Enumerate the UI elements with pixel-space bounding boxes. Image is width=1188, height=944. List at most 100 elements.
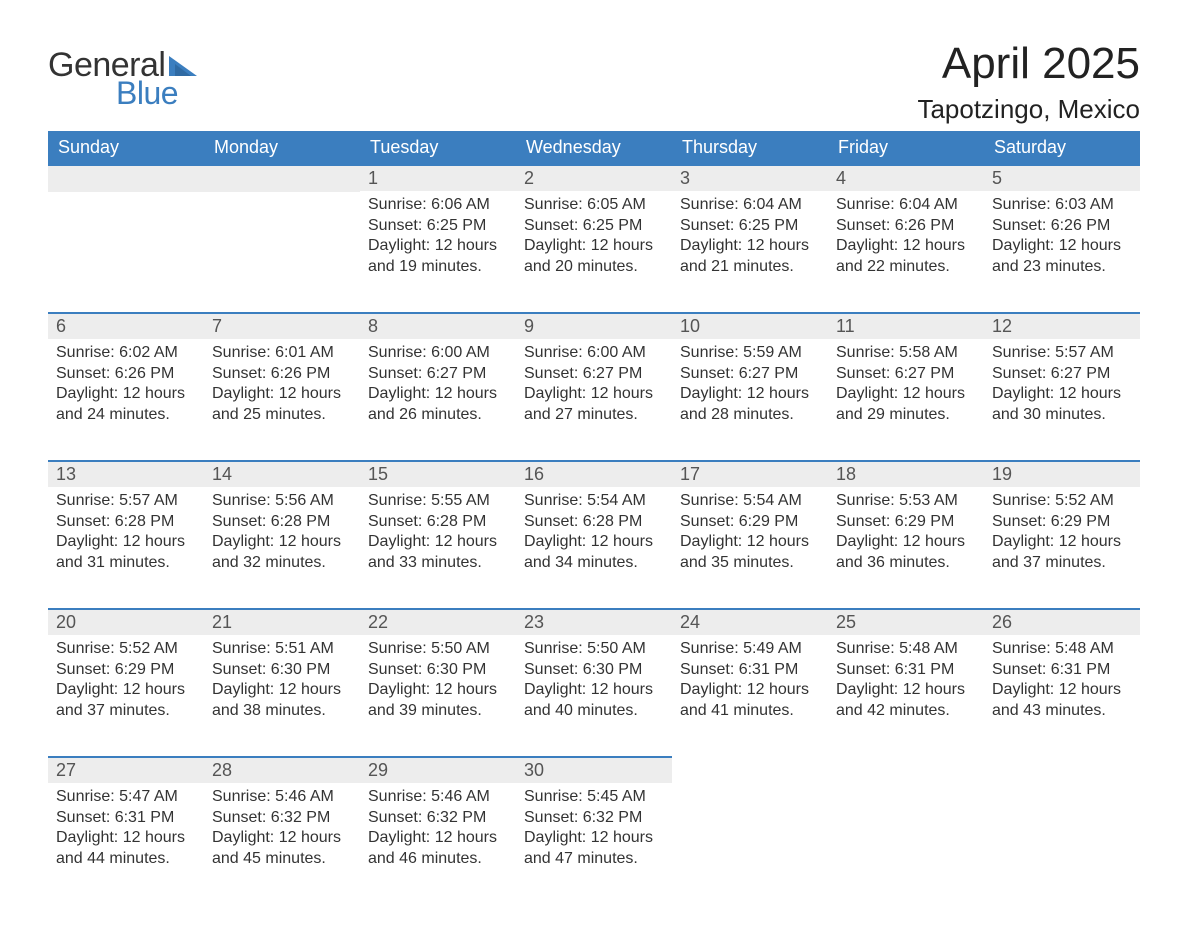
sunset-line: Sunset: 6:28 PM (368, 512, 508, 532)
day-number: 10 (672, 312, 828, 339)
sunrise-line: Sunrise: 5:47 AM (56, 787, 196, 807)
sunset-line: Sunset: 6:26 PM (56, 364, 196, 384)
sunrise-line: Sunrise: 6:00 AM (524, 343, 664, 363)
empty-day-bar (204, 164, 360, 192)
calendar-day-cell: 29Sunrise: 5:46 AMSunset: 6:32 PMDayligh… (360, 756, 516, 904)
day-details: Sunrise: 5:50 AMSunset: 6:30 PMDaylight:… (516, 635, 672, 729)
calendar-day-cell: 15Sunrise: 5:55 AMSunset: 6:28 PMDayligh… (360, 460, 516, 608)
day-details: Sunrise: 5:48 AMSunset: 6:31 PMDaylight:… (984, 635, 1140, 729)
sunset-line: Sunset: 6:25 PM (524, 216, 664, 236)
calendar-day-cell: 17Sunrise: 5:54 AMSunset: 6:29 PMDayligh… (672, 460, 828, 608)
day-details: Sunrise: 5:56 AMSunset: 6:28 PMDaylight:… (204, 487, 360, 581)
day-details: Sunrise: 5:46 AMSunset: 6:32 PMDaylight:… (360, 783, 516, 877)
sunrise-line: Sunrise: 6:01 AM (212, 343, 352, 363)
calendar-day-cell: 30Sunrise: 5:45 AMSunset: 6:32 PMDayligh… (516, 756, 672, 904)
month-title: April 2025 (917, 40, 1140, 88)
day-details: Sunrise: 6:05 AMSunset: 6:25 PMDaylight:… (516, 191, 672, 285)
dayname-tuesday: Tuesday (360, 131, 516, 164)
calendar-day-cell: 10Sunrise: 5:59 AMSunset: 6:27 PMDayligh… (672, 312, 828, 460)
calendar-day-cell: 1Sunrise: 6:06 AMSunset: 6:25 PMDaylight… (360, 164, 516, 312)
day-number: 23 (516, 608, 672, 635)
calendar-day-cell: 16Sunrise: 5:54 AMSunset: 6:28 PMDayligh… (516, 460, 672, 608)
sunset-line: Sunset: 6:30 PM (524, 660, 664, 680)
sunset-line: Sunset: 6:31 PM (836, 660, 976, 680)
sunrise-line: Sunrise: 5:56 AM (212, 491, 352, 511)
sunset-line: Sunset: 6:32 PM (212, 808, 352, 828)
calendar-day-cell: 5Sunrise: 6:03 AMSunset: 6:26 PMDaylight… (984, 164, 1140, 312)
sunset-line: Sunset: 6:27 PM (524, 364, 664, 384)
day-number: 12 (984, 312, 1140, 339)
daylight-line: Daylight: 12 hours and 21 minutes. (680, 236, 820, 277)
sunrise-line: Sunrise: 5:52 AM (56, 639, 196, 659)
daylight-line: Daylight: 12 hours and 45 minutes. (212, 828, 352, 869)
sunrise-line: Sunrise: 5:54 AM (524, 491, 664, 511)
sunset-line: Sunset: 6:31 PM (992, 660, 1132, 680)
sunset-line: Sunset: 6:29 PM (56, 660, 196, 680)
daylight-line: Daylight: 12 hours and 32 minutes. (212, 532, 352, 573)
daylight-line: Daylight: 12 hours and 25 minutes. (212, 384, 352, 425)
day-number: 17 (672, 460, 828, 487)
day-number: 29 (360, 756, 516, 783)
day-details: Sunrise: 5:54 AMSunset: 6:29 PMDaylight:… (672, 487, 828, 581)
day-number: 9 (516, 312, 672, 339)
sunrise-line: Sunrise: 6:05 AM (524, 195, 664, 215)
day-details: Sunrise: 6:00 AMSunset: 6:27 PMDaylight:… (516, 339, 672, 433)
daylight-line: Daylight: 12 hours and 26 minutes. (368, 384, 508, 425)
sunrise-line: Sunrise: 5:54 AM (680, 491, 820, 511)
daylight-line: Daylight: 12 hours and 38 minutes. (212, 680, 352, 721)
day-number: 2 (516, 164, 672, 191)
daylight-line: Daylight: 12 hours and 34 minutes. (524, 532, 664, 573)
calendar-empty-cell (672, 756, 828, 904)
calendar-day-cell: 2Sunrise: 6:05 AMSunset: 6:25 PMDaylight… (516, 164, 672, 312)
day-details: Sunrise: 5:52 AMSunset: 6:29 PMDaylight:… (984, 487, 1140, 581)
day-details: Sunrise: 6:01 AMSunset: 6:26 PMDaylight:… (204, 339, 360, 433)
day-number: 21 (204, 608, 360, 635)
day-number: 28 (204, 756, 360, 783)
sunrise-line: Sunrise: 5:50 AM (524, 639, 664, 659)
dayname-wednesday: Wednesday (516, 131, 672, 164)
daylight-line: Daylight: 12 hours and 20 minutes. (524, 236, 664, 277)
calendar-day-cell: 22Sunrise: 5:50 AMSunset: 6:30 PMDayligh… (360, 608, 516, 756)
sunset-line: Sunset: 6:29 PM (836, 512, 976, 532)
sunrise-line: Sunrise: 6:04 AM (836, 195, 976, 215)
empty-day-bar (48, 164, 204, 192)
dayname-monday: Monday (204, 131, 360, 164)
logo: General Blue (48, 40, 203, 112)
daylight-line: Daylight: 12 hours and 40 minutes. (524, 680, 664, 721)
daylight-line: Daylight: 12 hours and 24 minutes. (56, 384, 196, 425)
day-number: 18 (828, 460, 984, 487)
daylight-line: Daylight: 12 hours and 41 minutes. (680, 680, 820, 721)
sunrise-line: Sunrise: 5:48 AM (836, 639, 976, 659)
sunrise-line: Sunrise: 6:00 AM (368, 343, 508, 363)
sunset-line: Sunset: 6:31 PM (56, 808, 196, 828)
sunrise-line: Sunrise: 5:59 AM (680, 343, 820, 363)
sunrise-line: Sunrise: 5:49 AM (680, 639, 820, 659)
sunset-line: Sunset: 6:32 PM (524, 808, 664, 828)
sunrise-line: Sunrise: 5:58 AM (836, 343, 976, 363)
calendar-day-cell: 9Sunrise: 6:00 AMSunset: 6:27 PMDaylight… (516, 312, 672, 460)
sunrise-line: Sunrise: 5:55 AM (368, 491, 508, 511)
sunset-line: Sunset: 6:25 PM (680, 216, 820, 236)
calendar-day-cell: 4Sunrise: 6:04 AMSunset: 6:26 PMDaylight… (828, 164, 984, 312)
dayname-saturday: Saturday (984, 131, 1140, 164)
sunset-line: Sunset: 6:26 PM (992, 216, 1132, 236)
daylight-line: Daylight: 12 hours and 28 minutes. (680, 384, 820, 425)
daylight-line: Daylight: 12 hours and 23 minutes. (992, 236, 1132, 277)
day-details: Sunrise: 5:49 AMSunset: 6:31 PMDaylight:… (672, 635, 828, 729)
sunset-line: Sunset: 6:28 PM (524, 512, 664, 532)
sunset-line: Sunset: 6:30 PM (212, 660, 352, 680)
calendar-week-row: 1Sunrise: 6:06 AMSunset: 6:25 PMDaylight… (48, 164, 1140, 312)
day-number: 8 (360, 312, 516, 339)
day-details: Sunrise: 5:53 AMSunset: 6:29 PMDaylight:… (828, 487, 984, 581)
calendar-day-cell: 28Sunrise: 5:46 AMSunset: 6:32 PMDayligh… (204, 756, 360, 904)
daylight-line: Daylight: 12 hours and 39 minutes. (368, 680, 508, 721)
day-details: Sunrise: 5:58 AMSunset: 6:27 PMDaylight:… (828, 339, 984, 433)
daylight-line: Daylight: 12 hours and 31 minutes. (56, 532, 196, 573)
day-details: Sunrise: 6:03 AMSunset: 6:26 PMDaylight:… (984, 191, 1140, 285)
sunrise-line: Sunrise: 5:50 AM (368, 639, 508, 659)
sunset-line: Sunset: 6:29 PM (992, 512, 1132, 532)
calendar-week-row: 20Sunrise: 5:52 AMSunset: 6:29 PMDayligh… (48, 608, 1140, 756)
sunset-line: Sunset: 6:26 PM (836, 216, 976, 236)
location-subtitle: Tapotzingo, Mexico (917, 94, 1140, 125)
dayname-friday: Friday (828, 131, 984, 164)
